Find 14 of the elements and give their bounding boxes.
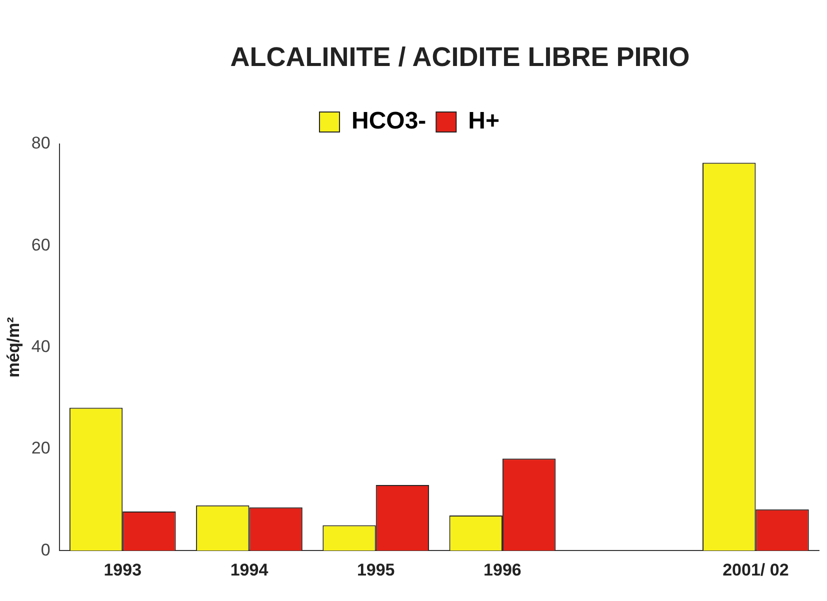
x-tick-label: 1993 [104, 560, 142, 580]
legend-label: H+ [468, 108, 500, 135]
y-tick-label: 20 [31, 438, 50, 458]
x-tick-label: 1995 [356, 560, 395, 580]
x-tick-label: 1996 [484, 560, 522, 580]
y-tick-label: 40 [31, 336, 50, 356]
x-tick-label: 2001/ 02 [722, 560, 789, 580]
legend-label: HCO3- [351, 108, 426, 135]
chart-title: ALCALINITE / ACIDITE LIBRE PIRIO [229, 42, 691, 73]
y-axis-title: méq/m² [4, 316, 23, 378]
y-tick-label: 60 [31, 235, 50, 254]
y-tick-label: 0 [40, 540, 50, 560]
x-tick-label: 1994 [230, 560, 269, 580]
y-tick-label: 80 [31, 134, 50, 153]
